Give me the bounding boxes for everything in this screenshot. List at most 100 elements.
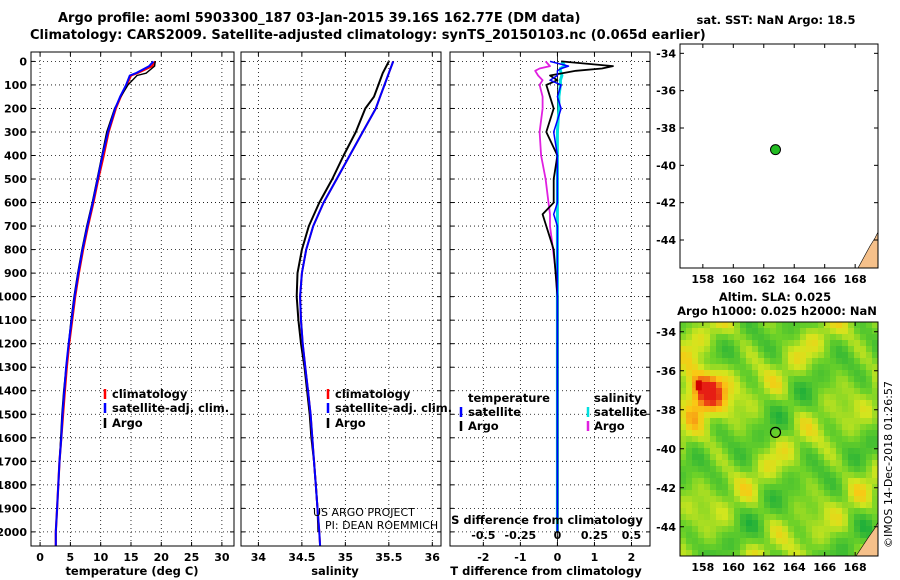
sla-cell bbox=[746, 520, 752, 526]
sla-cell bbox=[794, 394, 800, 400]
sla-cell bbox=[704, 484, 710, 490]
sla-cell bbox=[872, 364, 878, 370]
sla-cell bbox=[734, 424, 740, 430]
sla-map-x-tick-label: 168 bbox=[844, 561, 867, 574]
sla-cell bbox=[782, 490, 788, 496]
sla-cell bbox=[830, 532, 836, 538]
sla-cell bbox=[794, 466, 800, 472]
annotation-pi: PI: DEAN ROEMMICH bbox=[325, 519, 438, 532]
sla-cell bbox=[854, 340, 860, 346]
sla-cell bbox=[752, 352, 758, 358]
sla-cell bbox=[740, 334, 746, 340]
temperature-legend-2: Argo bbox=[112, 416, 143, 430]
sla-cell bbox=[806, 436, 812, 442]
sla-cell bbox=[758, 328, 764, 334]
sla-cell bbox=[800, 478, 806, 484]
sla-cell bbox=[686, 430, 692, 436]
sla-cell bbox=[860, 496, 866, 502]
sla-cell bbox=[746, 400, 752, 406]
sla-cell bbox=[692, 466, 698, 472]
sla-cell bbox=[734, 466, 740, 472]
sla-cell bbox=[776, 352, 782, 358]
sla-cell bbox=[794, 478, 800, 484]
sla-cell bbox=[710, 484, 716, 490]
sla-cell bbox=[800, 418, 806, 424]
sla-cell bbox=[872, 454, 878, 460]
sla-cell bbox=[848, 484, 854, 490]
sla-cell bbox=[680, 334, 686, 340]
sla-cell bbox=[866, 442, 872, 448]
sla-cell bbox=[848, 388, 854, 394]
depth-tick-label: 1800 bbox=[0, 479, 27, 492]
sla-cell bbox=[746, 388, 752, 394]
salinity-axes bbox=[240, 51, 442, 547]
sla-cell bbox=[854, 364, 860, 370]
sla-cell bbox=[818, 460, 824, 466]
sla-cell bbox=[854, 370, 860, 376]
sla-cell bbox=[788, 508, 794, 514]
sla-cell bbox=[698, 526, 704, 532]
sla-cell bbox=[764, 544, 770, 550]
sla-cell bbox=[788, 538, 794, 544]
sla-cell bbox=[680, 532, 686, 538]
sla-cell bbox=[710, 364, 716, 370]
sla-cell bbox=[872, 400, 878, 406]
sla-cell bbox=[740, 472, 746, 478]
sla-cell bbox=[782, 328, 788, 334]
sla-cell bbox=[866, 502, 872, 508]
sla-cell bbox=[764, 520, 770, 526]
sla-cell bbox=[734, 532, 740, 538]
sla-cell bbox=[764, 322, 770, 328]
sla-cell bbox=[758, 508, 764, 514]
diff-x2-tick-label: 0.5 bbox=[622, 529, 642, 542]
sla-cell bbox=[800, 424, 806, 430]
sla-cell bbox=[740, 532, 746, 538]
sla-cell bbox=[704, 478, 710, 484]
salinity-legend-2: Argo bbox=[335, 416, 366, 430]
sla-cell bbox=[806, 454, 812, 460]
sst-map-axes bbox=[679, 43, 879, 269]
sla-cell bbox=[770, 544, 776, 550]
sla-cell bbox=[752, 418, 758, 424]
sla-cell bbox=[716, 544, 722, 550]
sla-cell bbox=[728, 394, 734, 400]
sla-cell bbox=[770, 472, 776, 478]
depth-tick-label: 2000 bbox=[0, 526, 27, 539]
sla-cell bbox=[836, 334, 842, 340]
sla-cell bbox=[734, 328, 740, 334]
temperature-line-climatology bbox=[54, 60, 157, 546]
sla-cell bbox=[806, 460, 812, 466]
sla-cell bbox=[842, 502, 848, 508]
sla-cell bbox=[818, 448, 824, 454]
sla-cell bbox=[824, 538, 830, 544]
sla-cell bbox=[686, 322, 692, 328]
sst-map-x-tick-label: 158 bbox=[691, 273, 714, 286]
sla-cell bbox=[764, 352, 770, 358]
diff-legend-sal-0: satellite bbox=[594, 405, 647, 419]
sla-cell bbox=[782, 460, 788, 466]
sla-cell bbox=[848, 502, 854, 508]
sla-cell bbox=[758, 466, 764, 472]
sla-cell bbox=[866, 412, 872, 418]
sst-map-title: sat. SST: NaN Argo: 18.5 bbox=[696, 13, 855, 27]
sla-cell bbox=[860, 376, 866, 382]
sla-cell bbox=[812, 526, 818, 532]
sla-cell bbox=[728, 496, 734, 502]
sla-cell bbox=[692, 496, 698, 502]
temperature-x-tick-label: 5 bbox=[67, 551, 75, 564]
sla-cell bbox=[830, 478, 836, 484]
sla-cell bbox=[842, 322, 848, 328]
sla-cell bbox=[842, 538, 848, 544]
sla-cell bbox=[872, 382, 878, 388]
sla-cell bbox=[728, 490, 734, 496]
sla-cell bbox=[752, 340, 758, 346]
sla-cell bbox=[776, 340, 782, 346]
sla-cell bbox=[698, 400, 704, 406]
sla-cell bbox=[698, 496, 704, 502]
sla-cell bbox=[866, 466, 872, 472]
sla-cell bbox=[770, 442, 776, 448]
sla-cell bbox=[872, 496, 878, 502]
sla-cell bbox=[848, 538, 854, 544]
sla-cell bbox=[854, 478, 860, 484]
sla-cell bbox=[836, 544, 842, 550]
